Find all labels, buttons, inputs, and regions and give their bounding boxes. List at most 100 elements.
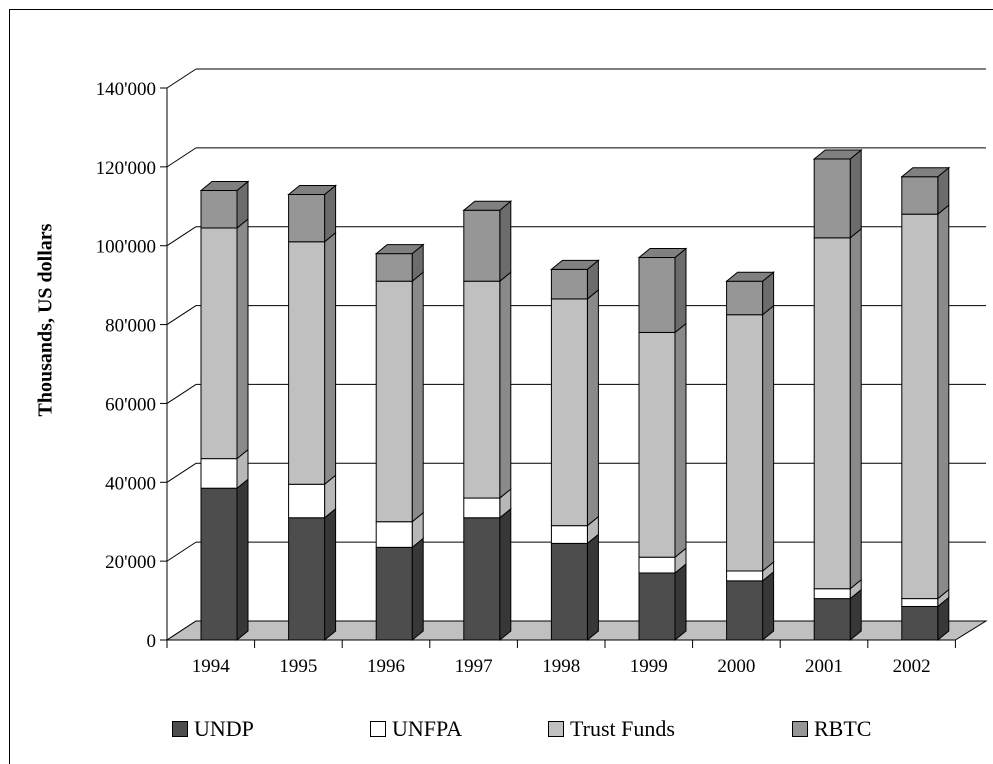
legend-label: UNDP: [194, 716, 254, 741]
bar-undp: [200, 487, 238, 641]
bar-rbtc-top: [374, 244, 425, 255]
gridline-diagonal: [166, 226, 197, 247]
bar-rbtc: [288, 193, 326, 243]
y-axis-label: Thousands, US dollars: [34, 223, 57, 417]
bar-rbtc-top: [287, 184, 338, 195]
bar-trust-funds-side: [762, 304, 775, 573]
bar-rbtc: [375, 253, 413, 282]
bar-unfpa: [375, 521, 413, 548]
bar-undp: [463, 517, 501, 641]
gridline-diagonal: [166, 541, 197, 562]
legend-swatch: [548, 721, 564, 737]
bar-trust-funds-side: [586, 288, 599, 527]
gridline-diagonal: [166, 147, 197, 168]
y-tick-label: 20'000: [105, 552, 156, 573]
bar-rbtc-side: [499, 200, 512, 283]
bar-undp: [901, 605, 939, 641]
bar-undp: [638, 572, 676, 641]
gridline-diagonal: [166, 384, 197, 404]
legend-item: RBTC: [792, 716, 871, 742]
bar-unfpa: [901, 598, 939, 607]
bar-unfpa: [550, 525, 588, 544]
x-tick-label: 2002: [893, 656, 931, 677]
bar-unfpa: [288, 483, 326, 519]
legend-item: UNDP: [172, 716, 254, 742]
x-tick-label: 1994: [192, 656, 231, 677]
x-tick-label: 2001: [805, 656, 843, 677]
bar-rbtc-top: [725, 271, 776, 282]
bar-rbtc-top: [812, 149, 863, 160]
bar-rbtc: [638, 257, 676, 333]
bar-trust-funds: [901, 213, 939, 600]
bar-undp: [813, 598, 851, 641]
bar-rbtc-side: [849, 148, 862, 239]
bar-undp: [726, 580, 764, 641]
bar-trust-funds-side: [324, 231, 337, 486]
bar-rbtc-top: [462, 200, 513, 211]
bar-undp-side: [499, 507, 512, 642]
legend-label: Trust Funds: [570, 716, 675, 741]
bar-undp-side: [324, 507, 337, 642]
bar-rbtc-top: [900, 167, 951, 178]
y-tick-label: 0: [147, 631, 157, 652]
x-tick-label: 1995: [279, 656, 317, 677]
bar-rbtc: [901, 176, 939, 215]
bar-undp: [288, 517, 326, 641]
bar-trust-funds: [726, 314, 764, 572]
bar-undp-side: [411, 537, 424, 642]
bar-rbtc: [726, 280, 764, 316]
bar-trust-funds: [200, 227, 238, 460]
bar-trust-funds: [813, 237, 851, 590]
bar-rbtc-top: [637, 248, 688, 259]
legend-swatch: [172, 721, 188, 737]
bar-undp-side: [236, 478, 249, 642]
bar-trust-funds-side: [937, 204, 950, 600]
gridline-diagonal: [166, 462, 197, 483]
bar-trust-funds-side: [499, 271, 512, 500]
bar-trust-funds: [375, 280, 413, 523]
legend: UNDP UNFPA Trust Funds RBTC: [0, 716, 993, 742]
x-tick-label: 1997: [455, 656, 493, 677]
bar-trust-funds: [550, 298, 588, 527]
bar-trust-funds: [638, 331, 676, 558]
bar-rbtc-side: [674, 247, 687, 334]
bar-undp-side: [586, 533, 599, 642]
bar-rbtc-top: [549, 259, 600, 270]
bar-unfpa: [726, 570, 764, 582]
legend-swatch: [370, 721, 386, 737]
y-tick-label: 80'000: [105, 316, 156, 337]
x-tick-label: 1996: [367, 656, 405, 677]
y-tick-label: 120'000: [96, 158, 156, 179]
gridline-diagonal: [166, 305, 197, 325]
bar-undp-side: [762, 570, 775, 642]
legend-label: RBTC: [814, 716, 872, 741]
bar-undp: [375, 546, 413, 641]
y-tick-label: 60'000: [105, 394, 156, 415]
bar-unfpa: [813, 588, 851, 600]
bar-trust-funds-side: [236, 217, 249, 460]
legend-swatch: [792, 721, 808, 737]
bar-rbtc: [813, 158, 851, 239]
bar-trust-funds: [463, 280, 501, 499]
bar-undp-side: [674, 562, 687, 642]
bar-unfpa: [463, 497, 501, 519]
legend-item: Trust Funds: [548, 716, 675, 742]
x-tick-label: 1999: [630, 656, 668, 677]
bar-unfpa: [200, 458, 238, 489]
bar-trust-funds: [288, 241, 326, 485]
bar-rbtc: [200, 190, 238, 229]
bar-rbtc-side: [324, 184, 337, 243]
bar-rbtc-top: [199, 181, 250, 192]
x-tick-label: 1998: [542, 656, 580, 677]
gridline-diagonal: [166, 68, 197, 89]
y-tick-label: 100'000: [96, 237, 156, 258]
legend-label: UNFPA: [392, 716, 463, 741]
bar-trust-funds-side: [849, 227, 862, 590]
legend-item: UNFPA: [370, 716, 462, 742]
chart-frame: [9, 9, 993, 764]
bar-trust-funds-side: [674, 322, 687, 559]
bar-undp: [550, 542, 588, 641]
bar-rbtc: [463, 209, 501, 282]
y-tick-label: 140'000: [96, 79, 156, 100]
